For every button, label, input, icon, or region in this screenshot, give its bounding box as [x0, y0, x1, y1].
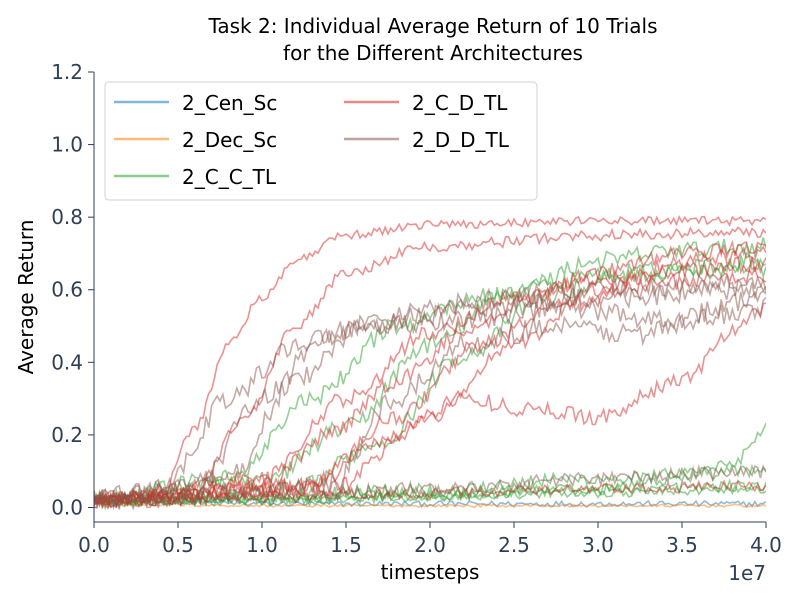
series-layer: [94, 214, 766, 511]
x-tick-label: 0.5: [162, 533, 194, 557]
y-tick-label: 0.8: [51, 205, 83, 229]
legend: 2_Cen_Sc 2_Dec_Sc 2_C_C_TL 2_C_D_TL 2_D_D_TL: [104, 81, 538, 201]
chart-title-line-2: for the Different Architectures: [283, 41, 583, 65]
legend-frame: [104, 81, 538, 201]
x-tick-label: 3.0: [582, 533, 614, 557]
x-tick-label: 4.0: [750, 533, 782, 557]
series-line-2_D_D_TL-trial-3: [94, 290, 766, 509]
chart-title-line-1: Task 2: Individual Average Return of 10 …: [207, 14, 657, 38]
y-tick-label: 0.0: [51, 495, 83, 519]
x-ticks: 0.0 0.5 1.0 1.5 2.0 2.5 3.0 3.5 4.0: [78, 522, 782, 557]
x-tick-label: 0.0: [78, 533, 110, 557]
y-tick-label: 0.2: [51, 423, 83, 447]
y-tick-label: 0.6: [51, 278, 83, 302]
x-tick-label: 1.0: [246, 533, 278, 557]
x-tick-label: 2.0: [414, 533, 446, 557]
series-line-2_D_D_TL-trial-2: [94, 276, 766, 509]
series-line-2_C_D_TL-trial-2: [94, 226, 766, 505]
x-tick-label: 2.5: [498, 533, 530, 557]
x-tick-label: 1.5: [330, 533, 362, 557]
x-axis-label: timesteps: [381, 560, 480, 584]
y-axis-label: Average Return: [14, 220, 38, 375]
legend-label-2_Cen_Sc: 2_Cen_Sc: [182, 91, 277, 115]
legend-label-2_C_C_TL: 2_C_C_TL: [182, 165, 277, 189]
y-tick-label: 0.4: [51, 350, 83, 374]
legend-label-2_C_D_TL: 2_C_D_TL: [412, 91, 508, 115]
series-line-2_C_D_TL-trial-1: [94, 214, 766, 507]
series-line-2_C_D_TL-trial-8: [94, 265, 766, 509]
series-line-2_C_D_TL-trial-5: [94, 302, 766, 508]
y-ticks: 0.0 0.2 0.4 0.6 0.8 1.0 1.2: [51, 60, 94, 519]
y-tick-label: 1.2: [51, 60, 83, 84]
x-axis-multiplier: 1e7: [728, 561, 766, 585]
y-tick-label: 1.0: [51, 133, 83, 157]
series-line-2_D_D_TL-trial-5: [94, 464, 766, 511]
series-line-2_D_D_TL-trial-4: [94, 296, 766, 511]
x-tick-label: 3.5: [666, 533, 698, 557]
series-line-2_D_D_TL-trial-1: [94, 273, 766, 506]
legend-label-2_D_D_TL: 2_D_D_TL: [412, 128, 510, 152]
series-line-2_C_D_TL-trial-3: [94, 239, 766, 509]
legend-label-2_Dec_Sc: 2_Dec_Sc: [182, 128, 277, 152]
